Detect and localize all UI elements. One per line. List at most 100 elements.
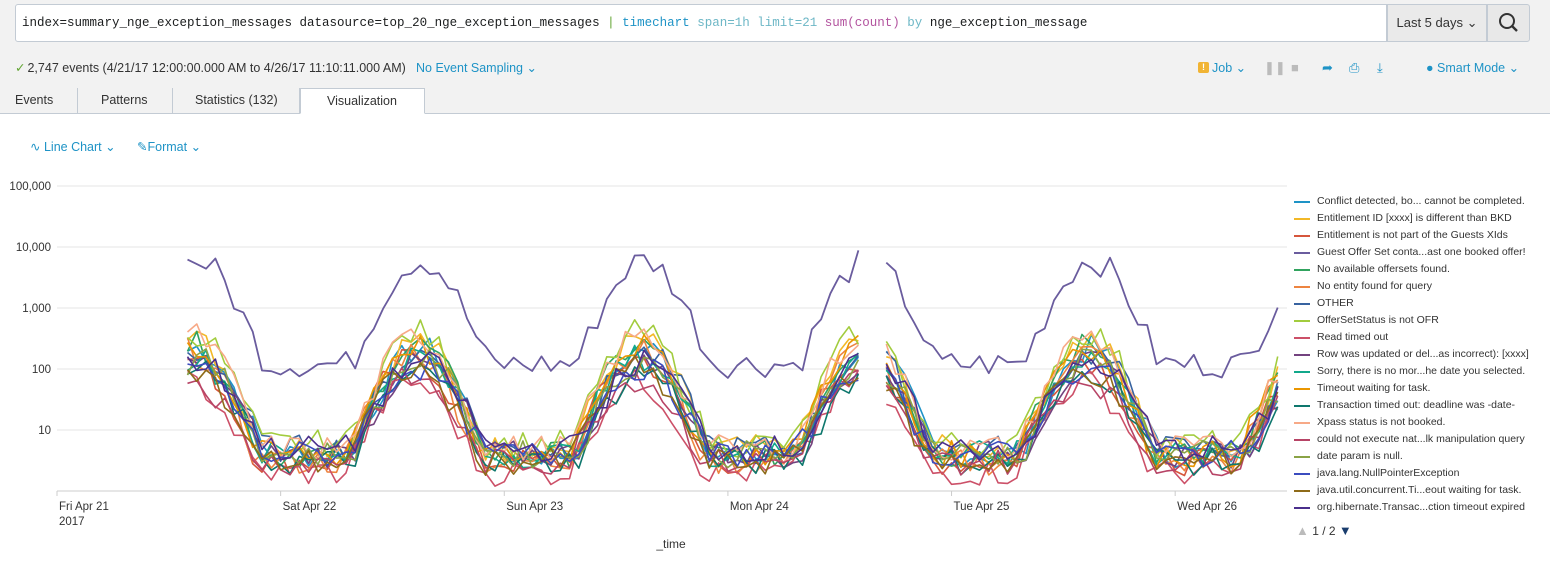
event-count-status: ✓ 2,747 events (4/21/17 12:00:00.000 AM t…	[15, 60, 406, 78]
job-menu[interactable]: ! Job ⌄	[1198, 60, 1246, 75]
legend-label: Read timed out	[1317, 331, 1389, 343]
legend-item[interactable]: OTHER	[1294, 295, 1550, 312]
event-count-text: 2,747 events (4/21/17 12:00:00.000 AM to…	[27, 61, 406, 75]
y-tick-label: 1,000	[22, 303, 51, 315]
chevron-down-icon: ⌄	[1235, 61, 1247, 75]
legend-label: Entitlement ID [xxxx] is different than …	[1317, 212, 1512, 224]
legend-swatch	[1294, 472, 1310, 475]
format-dropdown[interactable]: ✎Format ⌄	[137, 139, 201, 154]
y-tick-label: 100	[32, 364, 51, 376]
legend-item[interactable]: Entitlement is not part of the Guests XI…	[1294, 227, 1550, 244]
chevron-down-icon: ⌄	[190, 140, 202, 154]
legend-item[interactable]: org.hibernate.Transac...ction timeout ex…	[1294, 499, 1550, 516]
query-index: index=summary_nge_exception_messages dat…	[22, 16, 600, 30]
tab-visualization-label: Visualization	[327, 94, 397, 108]
legend-swatch	[1294, 234, 1310, 237]
legend-swatch	[1294, 319, 1310, 322]
chart-type-label: Line Chart	[43, 140, 102, 154]
tab-visualization[interactable]: Visualization	[300, 88, 425, 114]
legend-label: OfferSetStatus is not OFR	[1317, 314, 1439, 326]
legend-swatch	[1294, 268, 1310, 271]
legend-item[interactable]: Xpass status is not booked.	[1294, 414, 1550, 431]
legend-swatch	[1294, 217, 1310, 220]
legend-swatch	[1294, 455, 1310, 458]
legend-item[interactable]: Entitlement ID [xxxx] is different than …	[1294, 210, 1550, 227]
search-icon	[1499, 13, 1518, 32]
legend-pager: ▲ 1 / 2 ▼	[1296, 523, 1352, 538]
tab-statistics[interactable]: Statistics (132)	[173, 88, 300, 113]
chevron-down-icon: ⌄	[526, 61, 537, 75]
legend-label: Timeout waiting for task.	[1317, 382, 1431, 394]
time-range-picker[interactable]: Last 5 days ⌄	[1387, 4, 1487, 42]
legend-item[interactable]: Conflict detected, bo... cannot be compl…	[1294, 193, 1550, 210]
search-button[interactable]	[1487, 4, 1530, 42]
x-tick-label: Fri Apr 21	[59, 501, 109, 513]
chevron-down-icon: ⌄	[1508, 61, 1520, 75]
search-input[interactable]: index=summary_nge_exception_messages dat…	[15, 4, 1387, 42]
pager-label: 1 / 2	[1312, 523, 1336, 538]
legend-label: java.lang.NullPointerException	[1317, 467, 1460, 479]
print-icon[interactable]: ⎙	[1349, 60, 1360, 75]
legend-item[interactable]: date param is null.	[1294, 448, 1550, 465]
legend-swatch	[1294, 251, 1310, 254]
query-by: by	[907, 16, 923, 30]
query-limit-arg: limit=21	[757, 16, 818, 30]
pencil-icon: ✎	[137, 140, 148, 154]
tab-events[interactable]: Events	[0, 88, 78, 113]
results-tabs: Events Patterns Statistics (132) Visuali…	[0, 88, 1550, 114]
tab-events-label: Events	[15, 93, 54, 107]
line-chart-icon: ∿	[30, 140, 41, 154]
legend-swatch	[1294, 438, 1310, 441]
legend-swatch	[1294, 506, 1310, 509]
legend-swatch	[1294, 200, 1310, 203]
x-tick-sublabel: 2017	[59, 516, 85, 528]
x-tick-label: Wed Apr 26	[1177, 501, 1237, 513]
legend-label: Transaction timed out: deadline was -dat…	[1317, 399, 1516, 411]
legend-swatch	[1294, 421, 1310, 424]
legend-swatch	[1294, 353, 1310, 356]
legend-item[interactable]: java.lang.NullPointerException	[1294, 465, 1550, 482]
legend-item[interactable]: Sorry, there is no mor...he date you sel…	[1294, 363, 1550, 380]
chart-type-dropdown[interactable]: ∿ Line Chart ⌄	[30, 139, 116, 154]
legend-label: Xpass status is not booked.	[1317, 416, 1446, 428]
legend-item[interactable]: OfferSetStatus is not OFR	[1294, 312, 1550, 329]
chevron-down-icon: ⌄	[105, 140, 116, 154]
query-span-arg: span=1h	[697, 16, 750, 30]
legend-item[interactable]: Timeout waiting for task.	[1294, 380, 1550, 397]
legend-swatch	[1294, 285, 1310, 288]
smart-mode-label: Smart Mode	[1437, 61, 1506, 75]
legend-item[interactable]: No available offersets found.	[1294, 261, 1550, 278]
legend-item[interactable]: java.util.concurrent.Ti...eout waiting f…	[1294, 482, 1550, 499]
legend-item[interactable]: Transaction timed out: deadline was -dat…	[1294, 397, 1550, 414]
x-tick-label: Mon Apr 24	[730, 501, 789, 513]
search-mode-dropdown[interactable]: ● Smart Mode ⌄	[1426, 60, 1519, 75]
pause-icon[interactable]: ❚❚	[1264, 60, 1286, 75]
chart-legend: Conflict detected, bo... cannot be compl…	[1294, 193, 1550, 516]
x-tick-label: Sat Apr 22	[283, 501, 337, 513]
series-line	[186, 349, 1279, 463]
time-range-label: Last 5 days	[1396, 15, 1463, 30]
legend-label: date param is null.	[1317, 450, 1403, 462]
legend-item[interactable]: Row was updated or del...as incorrect): …	[1294, 346, 1550, 363]
query-function: sum(count)	[824, 16, 900, 30]
legend-item[interactable]: could not execute nat...lk manipulation …	[1294, 431, 1550, 448]
share-icon[interactable]: ➦	[1322, 60, 1333, 75]
x-axis-title: _time	[655, 537, 686, 551]
event-sampling-dropdown[interactable]: No Event Sampling ⌄	[416, 60, 537, 75]
x-tick-label: Sun Apr 23	[506, 501, 563, 513]
legend-label: java.util.concurrent.Ti...eout waiting f…	[1317, 484, 1522, 496]
legend-item[interactable]: Read timed out	[1294, 329, 1550, 346]
legend-item[interactable]: No entity found for query	[1294, 278, 1550, 295]
page-down-icon[interactable]: ▼	[1338, 523, 1352, 538]
legend-item[interactable]: Guest Offer Set conta...ast one booked o…	[1294, 244, 1550, 261]
bulb-icon: ●	[1426, 61, 1434, 75]
legend-label: Sorry, there is no mor...he date you sel…	[1317, 365, 1526, 377]
legend-label: Conflict detected, bo... cannot be compl…	[1317, 195, 1525, 207]
query-command: timechart	[622, 16, 690, 30]
tab-patterns[interactable]: Patterns	[78, 88, 173, 113]
stop-icon[interactable]: ■	[1291, 60, 1299, 75]
y-tick-label: 10	[38, 425, 51, 437]
page-up-icon[interactable]: ▲	[1296, 523, 1309, 538]
series-line	[186, 355, 1279, 476]
export-icon[interactable]: ⤓	[1377, 60, 1383, 75]
